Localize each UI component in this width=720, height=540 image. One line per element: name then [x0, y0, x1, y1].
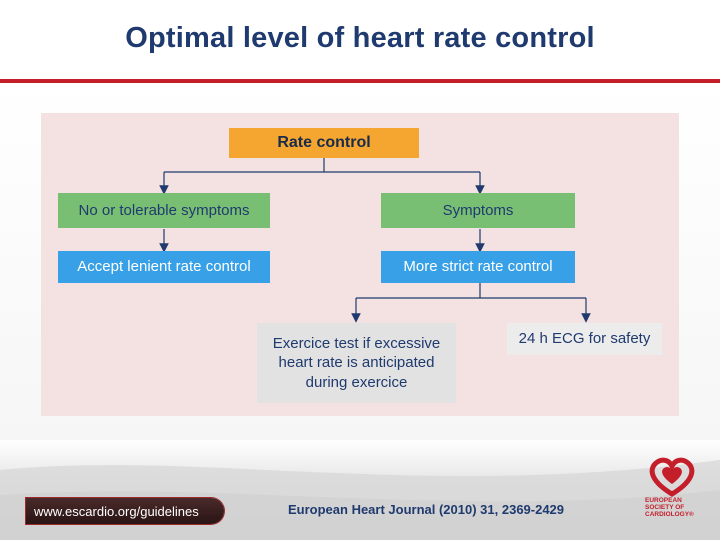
node-strict-control-label: More strict rate control — [403, 258, 553, 276]
title-area: Optimal level of heart rate control — [0, 0, 720, 80]
node-lenient-control-label: Accept lenient rate control — [77, 258, 251, 276]
node-lenient-control: Accept lenient rate control — [58, 251, 270, 283]
node-rate-control-label: Rate control — [277, 133, 371, 151]
node-no-symptoms-label: No or tolerable symptoms — [78, 201, 250, 219]
footer-url-link[interactable]: www.escardio.org/guidelines — [26, 498, 224, 524]
node-no-symptoms: No or tolerable symptoms — [58, 193, 270, 228]
node-rate-control: Rate control — [229, 128, 419, 158]
esc-logo-text: EUROPEAN SOCIETY OF CARDIOLOGY® — [645, 497, 694, 519]
node-strict-control: More strict rate control — [381, 251, 575, 283]
node-24h-ecg-label: 24 h ECG for safety — [518, 330, 651, 348]
node-24h-ecg: 24 h ECG for safety — [507, 323, 662, 355]
node-symptoms: Symptoms — [381, 193, 575, 228]
footer-journal-citation: European Heart Journal (2010) 31, 2369-2… — [288, 502, 565, 517]
esc-heart-logo-icon — [649, 457, 695, 497]
footer-url-text: www.escardio.org/guidelines — [34, 503, 199, 519]
slide-title: Optimal level of heart rate control — [125, 22, 595, 54]
node-exercise-test-label: Exercice test if excessive heart rate is… — [272, 334, 441, 391]
title-divider — [0, 79, 720, 83]
node-symptoms-label: Symptoms — [442, 201, 514, 219]
footer-swoosh — [0, 460, 720, 540]
node-exercise-test: Exercice test if excessive heart rate is… — [257, 323, 456, 403]
